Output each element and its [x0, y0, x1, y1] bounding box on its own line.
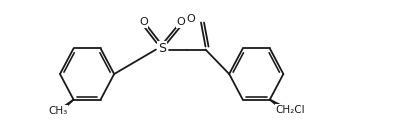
- Text: O: O: [139, 17, 148, 27]
- Text: CH₂Cl: CH₂Cl: [276, 105, 305, 115]
- Text: O: O: [186, 14, 195, 24]
- Text: CH₃: CH₃: [48, 106, 67, 116]
- Text: O: O: [177, 17, 185, 27]
- Text: S: S: [158, 42, 166, 55]
